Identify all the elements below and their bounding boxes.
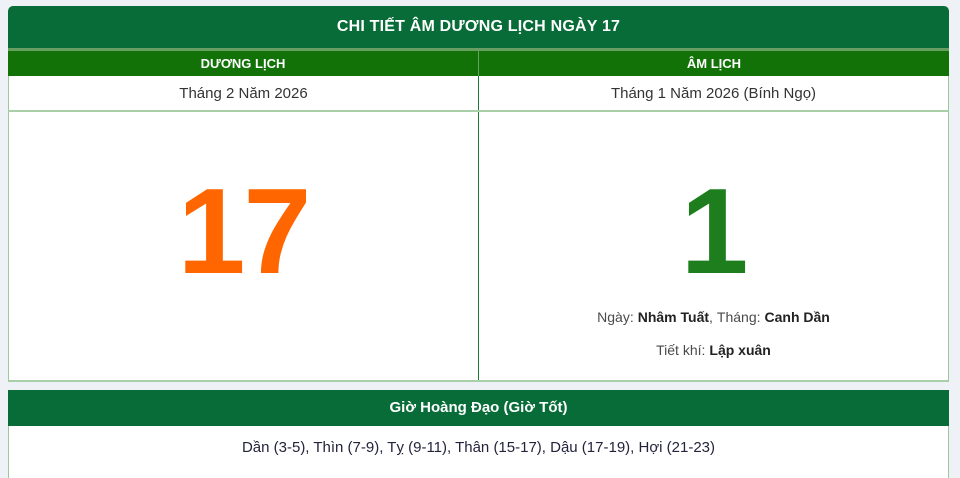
canchi-line: Ngày: Nhâm Tuất, Tháng: Canh Dần	[479, 309, 948, 325]
solar-month-year: Tháng 2 Năm 2026	[9, 76, 479, 110]
tietkhi-value: Lập xuân	[709, 342, 771, 358]
tietkhi-line: Tiết khí: Lập xuân	[479, 342, 948, 358]
lunar-day-cell: 1 Ngày: Nhâm Tuất, Tháng: Canh Dần Tiết khí…	[479, 112, 948, 380]
canchi-day-value: Nhâm Tuất	[637, 309, 710, 325]
month-row: Tháng 2 Năm 2026 Tháng 1 Năm 2026 (Bính …	[8, 76, 949, 112]
canchi-month-value: Canh Dần	[764, 309, 830, 325]
solar-day-cell: 17	[9, 112, 479, 380]
canchi-month-label: Tháng:	[716, 309, 761, 325]
column-header-bar: DƯƠNG LỊCH ÂM LỊCH	[8, 48, 949, 76]
lunar-day-number: 1	[680, 163, 749, 299]
solar-day-number: 17	[177, 163, 312, 299]
day-content-row: 17 1 Ngày: Nhâm Tuất, Tháng: Canh Dần Tiết …	[8, 112, 949, 382]
tietkhi-label: Tiết khí:	[656, 342, 706, 358]
page-title: CHI TIẾT ÂM DƯƠNG LỊCH NGÀY 17	[8, 6, 949, 48]
calendar-detail-panel: CHI TIẾT ÂM DƯƠNG LỊCH NGÀY 17 DƯƠNG LỊC…	[8, 6, 949, 478]
solar-column-header: DƯƠNG LỊCH	[8, 51, 479, 76]
hoangdao-header: Giờ Hoàng Đạo (Giờ Tốt)	[8, 390, 949, 426]
canchi-day-label: Ngày:	[597, 309, 634, 325]
hoangdao-hours: Dần (3-5), Thìn (7-9), Tỵ (9-11), Thân (…	[8, 426, 949, 478]
canchi-separator: ,	[709, 309, 713, 325]
lunar-month-year: Tháng 1 Năm 2026 (Bính Ngọ)	[610, 85, 817, 102]
lunar-column-header: ÂM LỊCH	[686, 56, 742, 71]
